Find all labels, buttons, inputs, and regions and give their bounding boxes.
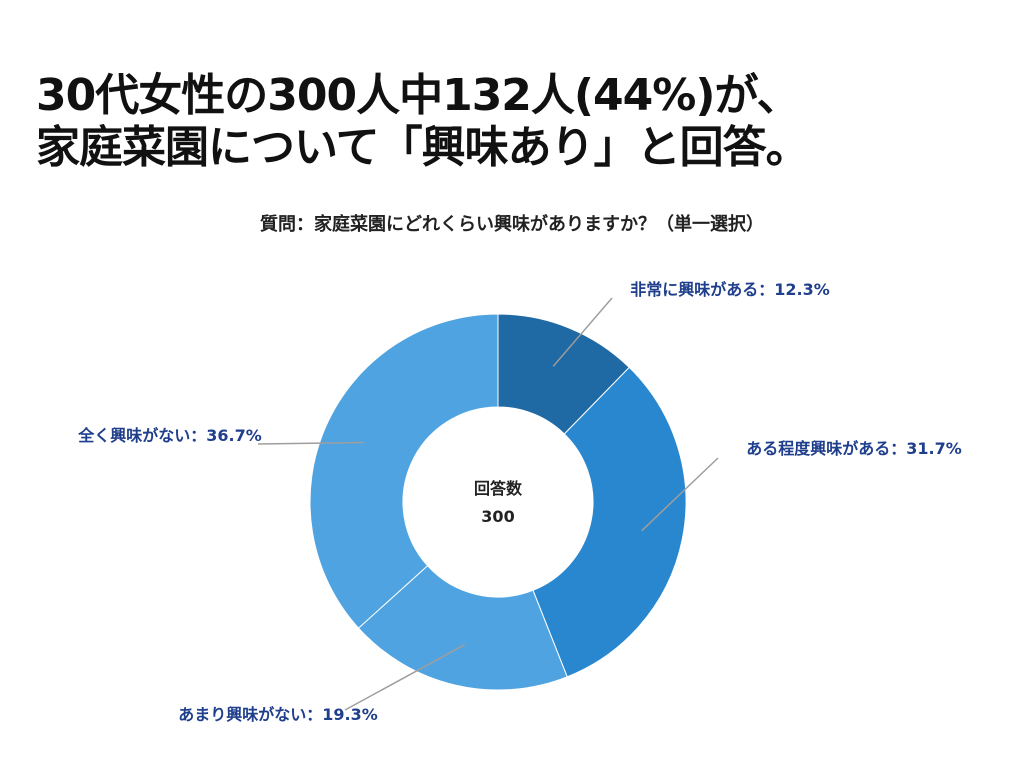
slice-data-label: ある程度興味がある：31.7% bbox=[746, 439, 962, 458]
leader-line bbox=[552, 297, 613, 367]
leader-line bbox=[344, 644, 466, 711]
slice-data-label: 全く興味がない：36.7% bbox=[77, 426, 262, 445]
slice-labels: 非常に興味がある：12.3% ある程度興味がある：31.7% あまり興味がない：19… bbox=[77, 280, 962, 724]
headline-line-2: 家庭菜園について「興味あり」と回答。 bbox=[36, 122, 810, 173]
question-text: 質問：家庭菜園にどれくらい興味がありますか？（単一選択） bbox=[260, 214, 764, 235]
headline-line-1: 30代女性の300人中132人(44%)が、 bbox=[36, 70, 801, 121]
center-value: 300 bbox=[481, 507, 514, 526]
center-label: 回答数 bbox=[474, 479, 523, 498]
leader-line bbox=[641, 457, 719, 532]
donut-slices bbox=[309, 313, 687, 691]
donut-slice bbox=[532, 366, 687, 678]
donut-slice bbox=[357, 565, 568, 691]
donut-slice bbox=[309, 313, 499, 629]
leader-line bbox=[257, 441, 365, 445]
slice-data-label: 非常に興味がある：12.3% bbox=[630, 280, 830, 299]
leader-lines bbox=[257, 297, 719, 711]
slice-data-label: あまり興味がない：19.3% bbox=[178, 705, 378, 724]
headline: 30代女性の300人中132人(44%)が、 家庭菜園について「興味あり」と回答… bbox=[36, 70, 996, 174]
